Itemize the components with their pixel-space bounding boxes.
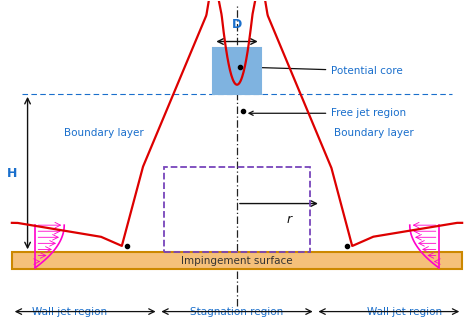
Text: Potential core: Potential core (244, 65, 403, 76)
Text: Free jet region: Free jet region (249, 108, 406, 118)
Bar (12, 252, 462, 269)
Text: Boundary layer: Boundary layer (334, 128, 414, 138)
Text: r: r (287, 213, 292, 226)
Text: Wall jet region: Wall jet region (367, 307, 442, 317)
Text: Stagnation region: Stagnation region (191, 307, 283, 317)
Text: Boundary layer: Boundary layer (64, 128, 144, 138)
Text: Impingement surface: Impingement surface (181, 255, 293, 266)
Bar (213, 48, 261, 94)
Text: Wall jet region: Wall jet region (32, 307, 107, 317)
Text: H: H (7, 167, 17, 180)
Text: D: D (232, 18, 242, 31)
